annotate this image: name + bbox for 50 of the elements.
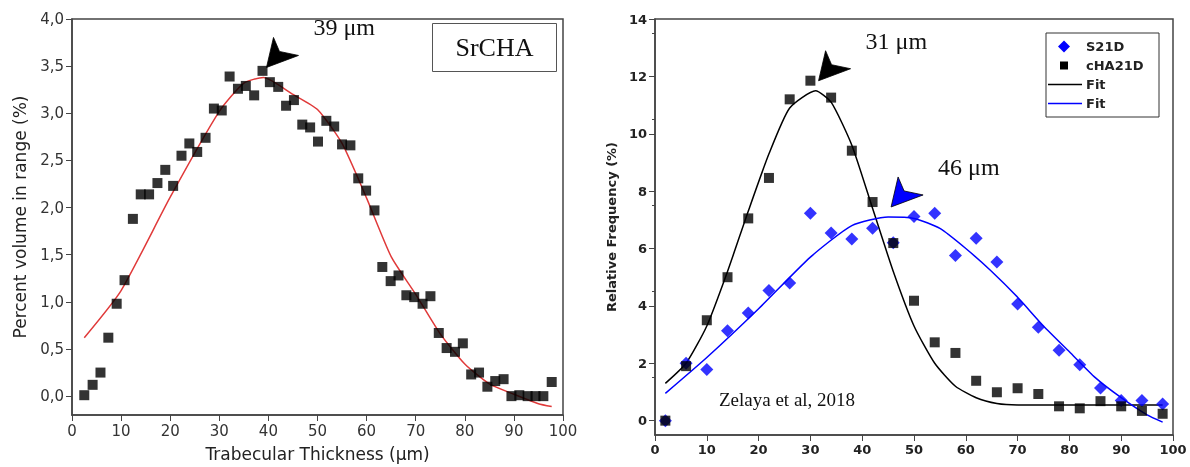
y-tick-label: 3,0 xyxy=(40,104,64,123)
x-tick-label: 60 xyxy=(357,421,377,440)
y-tick-label: 0,5 xyxy=(40,340,64,358)
x-tick-label: 100 xyxy=(1159,442,1187,457)
annotation: SrCHA xyxy=(455,33,534,62)
x-tick-label: 20 xyxy=(749,442,768,457)
x-tick-label: 60 xyxy=(956,442,975,457)
legend-label: S21D xyxy=(1086,39,1125,54)
legend-label: Fit xyxy=(1086,77,1106,92)
y-tick-label: 6 xyxy=(637,241,647,257)
x-tick-label: 0 xyxy=(67,421,77,440)
x-tick-label: 40 xyxy=(853,442,872,457)
y-tick-label: 0,0 xyxy=(40,387,64,406)
annotation: 46 μm xyxy=(938,153,1000,180)
y-tick-label: 1,0 xyxy=(40,292,64,311)
x-tick-label: 100 xyxy=(548,421,578,440)
x-tick-label: 90 xyxy=(1112,442,1131,457)
x-tick-label: 0 xyxy=(650,442,660,457)
y-tick-label: 3,5 xyxy=(40,57,64,76)
y-tick-label: 12 xyxy=(628,68,647,84)
y-tick-label: 2,5 xyxy=(40,151,64,170)
annotation: 39 μm xyxy=(313,14,376,41)
x-tick-label: 30 xyxy=(801,442,820,457)
y-tick-label: 4,0 xyxy=(40,10,64,28)
y-tick-label: 8 xyxy=(637,183,647,199)
annotation: Zelaya et al, 2018 xyxy=(719,389,856,410)
x-axis-title: Trabecular Thickness (μm) xyxy=(204,443,430,464)
y-tick-label: 4 xyxy=(637,298,647,314)
x-tick-label: 80 xyxy=(455,421,475,440)
annotation: 31 μm xyxy=(865,27,928,54)
y-tick-label: 2 xyxy=(637,355,647,371)
x-tick-label: 20 xyxy=(160,421,180,440)
x-tick-label: 70 xyxy=(406,421,426,440)
y-tick-label: 14 xyxy=(628,11,647,27)
x-tick-label: 40 xyxy=(258,421,278,440)
x-tick-label: 50 xyxy=(904,442,924,457)
legend-label: Fit xyxy=(1086,96,1106,111)
y-tick-label: 1,5 xyxy=(40,245,64,264)
x-tick-label: 10 xyxy=(111,421,131,440)
x-tick-label: 80 xyxy=(1060,442,1079,457)
x-tick-label: 90 xyxy=(504,421,524,440)
x-tick-label: 50 xyxy=(307,421,328,440)
x-tick-label: 10 xyxy=(697,442,716,457)
x-tick-label: 30 xyxy=(209,421,229,440)
legend-label: cHA21D xyxy=(1086,58,1144,73)
y-tick-label: 10 xyxy=(628,126,647,142)
y-axis-title: Relative Frequency (%) xyxy=(604,141,620,313)
y-tick-label: 2,0 xyxy=(40,198,64,217)
x-tick-label: 70 xyxy=(1008,442,1027,457)
y-axis-title: Percent volume in range (%) xyxy=(9,95,30,339)
